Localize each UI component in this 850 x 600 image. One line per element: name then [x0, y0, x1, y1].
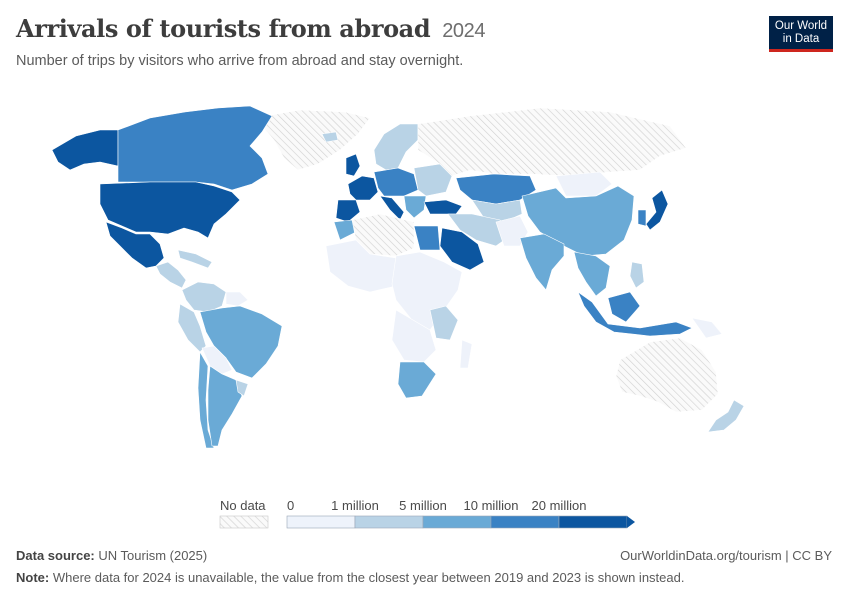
country-iceland[interactable]: [321, 131, 339, 143]
note: Note: Where data for 2024 is unavailable…: [16, 570, 832, 585]
country-saudi-arabia[interactable]: [439, 227, 485, 271]
legend-tick-label: 20 million: [532, 498, 587, 513]
country-uruguay[interactable]: [235, 379, 249, 397]
legend-bin-0: [286, 515, 356, 529]
legend-tick-label: 1 million: [331, 498, 379, 513]
country-usa[interactable]: [99, 181, 241, 239]
title-text: Arrivals of tourists from abroad: [16, 14, 431, 43]
region-balkans[interactable]: [403, 195, 427, 219]
legend-bin-2: [422, 515, 492, 529]
legend-no-data-swatch: [219, 515, 269, 529]
country-malaysia[interactable]: [607, 291, 641, 323]
country-spain[interactable]: [335, 199, 361, 223]
legend-bin-1: [354, 515, 424, 529]
title-year: 2024: [442, 20, 486, 42]
country-uk[interactable]: [345, 153, 361, 177]
country-madagascar[interactable]: [459, 339, 473, 369]
legend-no-data-label: No data: [220, 498, 266, 513]
region-caribbean[interactable]: [177, 249, 213, 269]
note-label: Note:: [16, 570, 50, 585]
country-south-korea[interactable]: [637, 209, 647, 227]
country-colombia-venezuela[interactable]: [181, 281, 227, 313]
data-source: Data source: UN Tourism (2025): [16, 548, 832, 563]
country-new-zealand[interactable]: [707, 399, 745, 433]
country-indonesia[interactable]: [577, 291, 693, 337]
region-central-europe[interactable]: [373, 167, 419, 197]
note-text: Where data for 2024 is unavailable, the …: [52, 570, 685, 585]
country-egypt[interactable]: [413, 225, 441, 251]
chart-title: Arrivals of tourists from abroad 2024: [16, 14, 485, 43]
legend-arrow: [627, 516, 635, 528]
country-usa-alaska[interactable]: [51, 129, 119, 171]
country-papua-new-guinea[interactable]: [691, 317, 723, 339]
region-scandinavia[interactable]: [373, 123, 419, 171]
region-guianas[interactable]: [225, 291, 249, 307]
legend-tick-label: 5 million: [399, 498, 447, 513]
legend-tick-label: 0: [287, 498, 294, 513]
region-southeast-asia[interactable]: [573, 251, 611, 297]
country-australia[interactable]: [615, 337, 719, 413]
country-italy[interactable]: [379, 195, 405, 221]
country-japan[interactable]: [645, 189, 669, 231]
logo-line-1: Our World: [774, 20, 828, 32]
country-greenland[interactable]: [254, 109, 371, 171]
owid-logo[interactable]: Our World in Data: [769, 16, 833, 52]
credit-link[interactable]: OurWorldinData.org/tourism | CC BY: [620, 548, 832, 563]
country-argentina[interactable]: [207, 365, 243, 447]
legend: No data 0 1 million 5 million 10 million 20 …: [219, 498, 635, 529]
country-chile[interactable]: [197, 351, 215, 449]
source-text: UN Tourism (2025): [98, 548, 208, 563]
country-turkey[interactable]: [423, 199, 463, 215]
region-east-africa[interactable]: [429, 305, 459, 341]
legend-tick-label: 10 million: [464, 498, 519, 513]
legend-bin-3: [490, 515, 560, 529]
country-mongolia[interactable]: [555, 171, 613, 197]
country-canada[interactable]: [117, 105, 273, 191]
country-india[interactable]: [519, 233, 565, 291]
world-map[interactable]: No data 0 1 million 5 million 10 million 20 …: [0, 90, 850, 535]
source-label: Data source:: [16, 548, 95, 563]
region-central-america[interactable]: [155, 261, 187, 289]
legend-bin-4: [558, 515, 628, 529]
chart-subtitle: Number of trips by visitors who arrive f…: [16, 53, 464, 69]
country-russia[interactable]: [417, 107, 687, 177]
logo-line-2: in Data: [782, 33, 820, 45]
country-philippines[interactable]: [629, 261, 645, 289]
country-south-africa[interactable]: [397, 361, 437, 399]
country-france[interactable]: [347, 175, 379, 201]
country-mexico[interactable]: [105, 221, 165, 269]
